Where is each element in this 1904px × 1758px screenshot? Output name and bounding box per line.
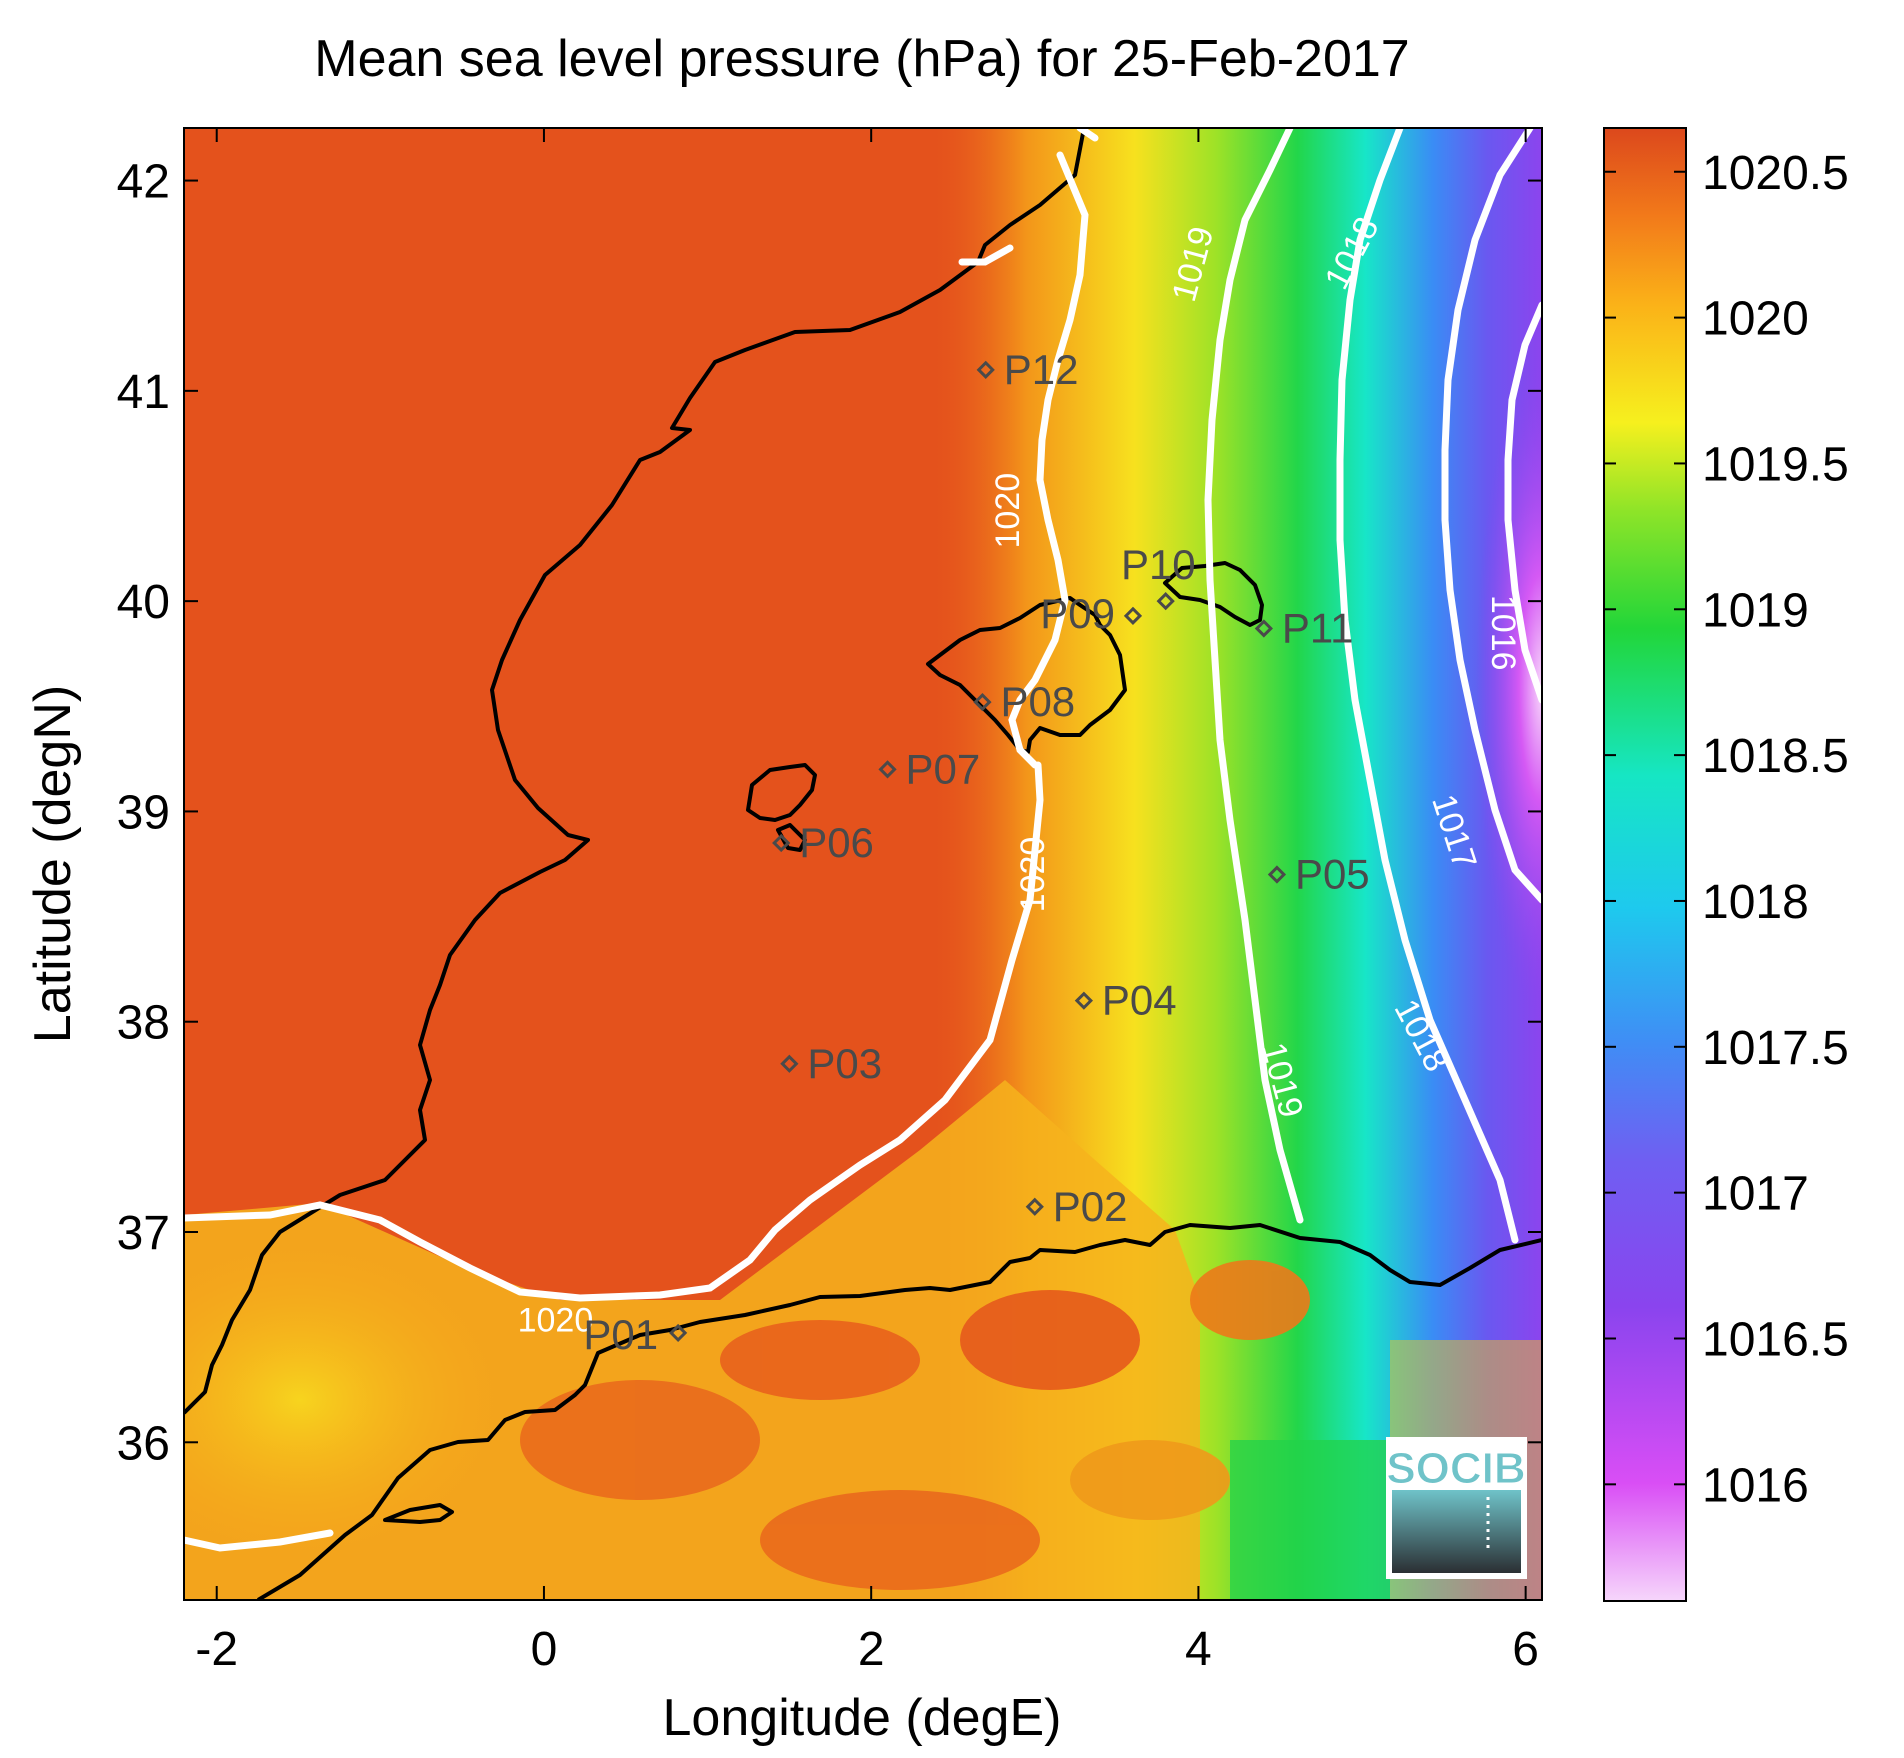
contour-1020-south xyxy=(184,761,1044,1302)
coast-iberia-east xyxy=(184,128,1086,1415)
field-africa-patches xyxy=(520,1260,1542,1600)
contour-1020-top xyxy=(1076,128,1099,142)
colorbar-tick-label: 1020 xyxy=(1702,293,1809,346)
station-marker-icon xyxy=(780,1054,799,1073)
station-label: P03 xyxy=(807,1040,882,1087)
y-tick-labels: 36 37 38 39 40 41 42 xyxy=(117,156,170,1471)
logo-wave xyxy=(1392,1490,1521,1573)
coast-ibiza xyxy=(746,763,817,822)
station-label: P10 xyxy=(1121,541,1196,588)
colorbar-tick-label: 1019.5 xyxy=(1702,438,1849,491)
station-marker-icon xyxy=(878,760,897,779)
map-frame xyxy=(183,127,1543,1601)
x-axis-label: Longitude (degE) xyxy=(663,1689,1062,1747)
y-tick-label: 39 xyxy=(117,786,170,839)
station-marker-icon xyxy=(1123,606,1143,625)
y-tick-label: 38 xyxy=(117,997,170,1050)
station-label: P01 xyxy=(583,1311,658,1358)
y-tick-label: 37 xyxy=(117,1207,170,1260)
logo-text: SOCIB xyxy=(1386,1444,1525,1493)
colorbar-tick-label: 1018.5 xyxy=(1702,730,1849,783)
y-tick-label: 36 xyxy=(117,1417,170,1470)
station-p03[interactable]: P03 xyxy=(780,1040,882,1087)
colorbar-tick-label: 1016 xyxy=(1702,1459,1809,1512)
station-label: P04 xyxy=(1102,977,1177,1024)
station-p02[interactable]: P02 xyxy=(1025,1183,1128,1230)
contour-lines xyxy=(184,128,1542,1552)
station-marker-icon xyxy=(976,360,995,379)
coast-north-africa xyxy=(256,1223,1542,1600)
contour-1020-sw xyxy=(184,1529,334,1552)
station-p10[interactable]: P10 xyxy=(1121,541,1196,611)
contour-label: 1016 xyxy=(1484,595,1522,671)
station-marker-icon xyxy=(973,692,992,712)
y-tick-label: 41 xyxy=(117,366,170,419)
station-marker-icon xyxy=(1074,991,1094,1010)
station-label: P11 xyxy=(1282,604,1354,651)
pressure-field xyxy=(184,128,1542,1600)
colorbar-ticks: 1016 1016.5 1017 1017.5 1018 1018.5 1019 1019.5… xyxy=(1604,147,1849,1512)
station-label: P06 xyxy=(799,819,874,866)
station-marker-icon xyxy=(1025,1197,1044,1216)
station-p06[interactable]: P06 xyxy=(772,819,874,866)
contour-1019 xyxy=(1204,128,1304,1224)
station-p05[interactable]: P05 xyxy=(1267,851,1370,898)
colorbar xyxy=(1603,127,1687,1602)
x-tick-label: 4 xyxy=(1185,1623,1212,1676)
station-p08[interactable]: P08 xyxy=(973,678,1075,725)
station-label: P05 xyxy=(1295,851,1370,898)
station-label: P08 xyxy=(1000,678,1075,725)
station-marker-icon xyxy=(772,833,791,853)
x-tick-label: -2 xyxy=(195,1623,238,1676)
x-tick-label: 0 xyxy=(531,1623,558,1676)
contour-1017 xyxy=(1441,128,1542,904)
contour-1020-north xyxy=(1008,151,1089,769)
contour-1018 xyxy=(1336,128,1519,1244)
field-low-core xyxy=(1242,128,1542,1600)
station-p11[interactable]: P11 xyxy=(1254,604,1354,651)
y-tick-label: 40 xyxy=(117,576,170,629)
colorbar-tick-label: 1019 xyxy=(1702,584,1809,637)
station-marker-icon xyxy=(1156,592,1175,611)
contour-label: 1020 xyxy=(989,473,1027,549)
station-marker-icon xyxy=(1254,619,1273,638)
y-tick-label: 42 xyxy=(117,156,170,209)
y-axis-label: Latitude (degN) xyxy=(24,685,82,1043)
field-warm-blob-west xyxy=(184,1230,520,1570)
colorbar-tick-label: 1020.5 xyxy=(1702,147,1849,200)
contour-label: 1020 xyxy=(1014,837,1052,913)
contour-1020-north-arc xyxy=(958,244,1014,266)
x-tick-labels: -2 0 2 4 6 xyxy=(195,1623,1539,1676)
axis-ticks xyxy=(184,128,1542,1600)
coast-mallorca xyxy=(926,596,1127,754)
x-tick-label: 6 xyxy=(1512,1623,1539,1676)
station-marker-icon xyxy=(668,1323,688,1343)
contour-label: 1020 xyxy=(518,1301,594,1339)
station-p07[interactable]: P07 xyxy=(878,745,981,792)
x-tick-label: 2 xyxy=(858,1623,885,1676)
colorbar-tick-label: 1018 xyxy=(1702,876,1809,929)
station-label: P12 xyxy=(1004,346,1079,393)
colorbar-tick-label: 1016.5 xyxy=(1702,1313,1849,1366)
station-p01[interactable]: P01 xyxy=(583,1311,688,1358)
coastlines xyxy=(184,128,1542,1600)
station-label: P09 xyxy=(1040,590,1115,637)
station-p09[interactable]: P09 xyxy=(1040,590,1143,637)
socib-logo: SOCIB xyxy=(1386,1437,1527,1579)
station-label: P02 xyxy=(1053,1183,1128,1230)
colorbar-tick-label: 1017 xyxy=(1702,1168,1809,1221)
station-label: P07 xyxy=(906,745,981,792)
station-marker-icon xyxy=(1267,865,1287,884)
chart-title: Mean sea level pressure (hPa) for 25-Feb… xyxy=(314,30,1409,88)
station-p12[interactable]: P12 xyxy=(976,346,1079,393)
colorbar-tick-label: 1017.5 xyxy=(1702,1022,1849,1075)
coast-alboran-island xyxy=(383,1503,454,1524)
contour-1016 xyxy=(1504,301,1542,704)
station-p04[interactable]: P04 xyxy=(1074,977,1177,1024)
